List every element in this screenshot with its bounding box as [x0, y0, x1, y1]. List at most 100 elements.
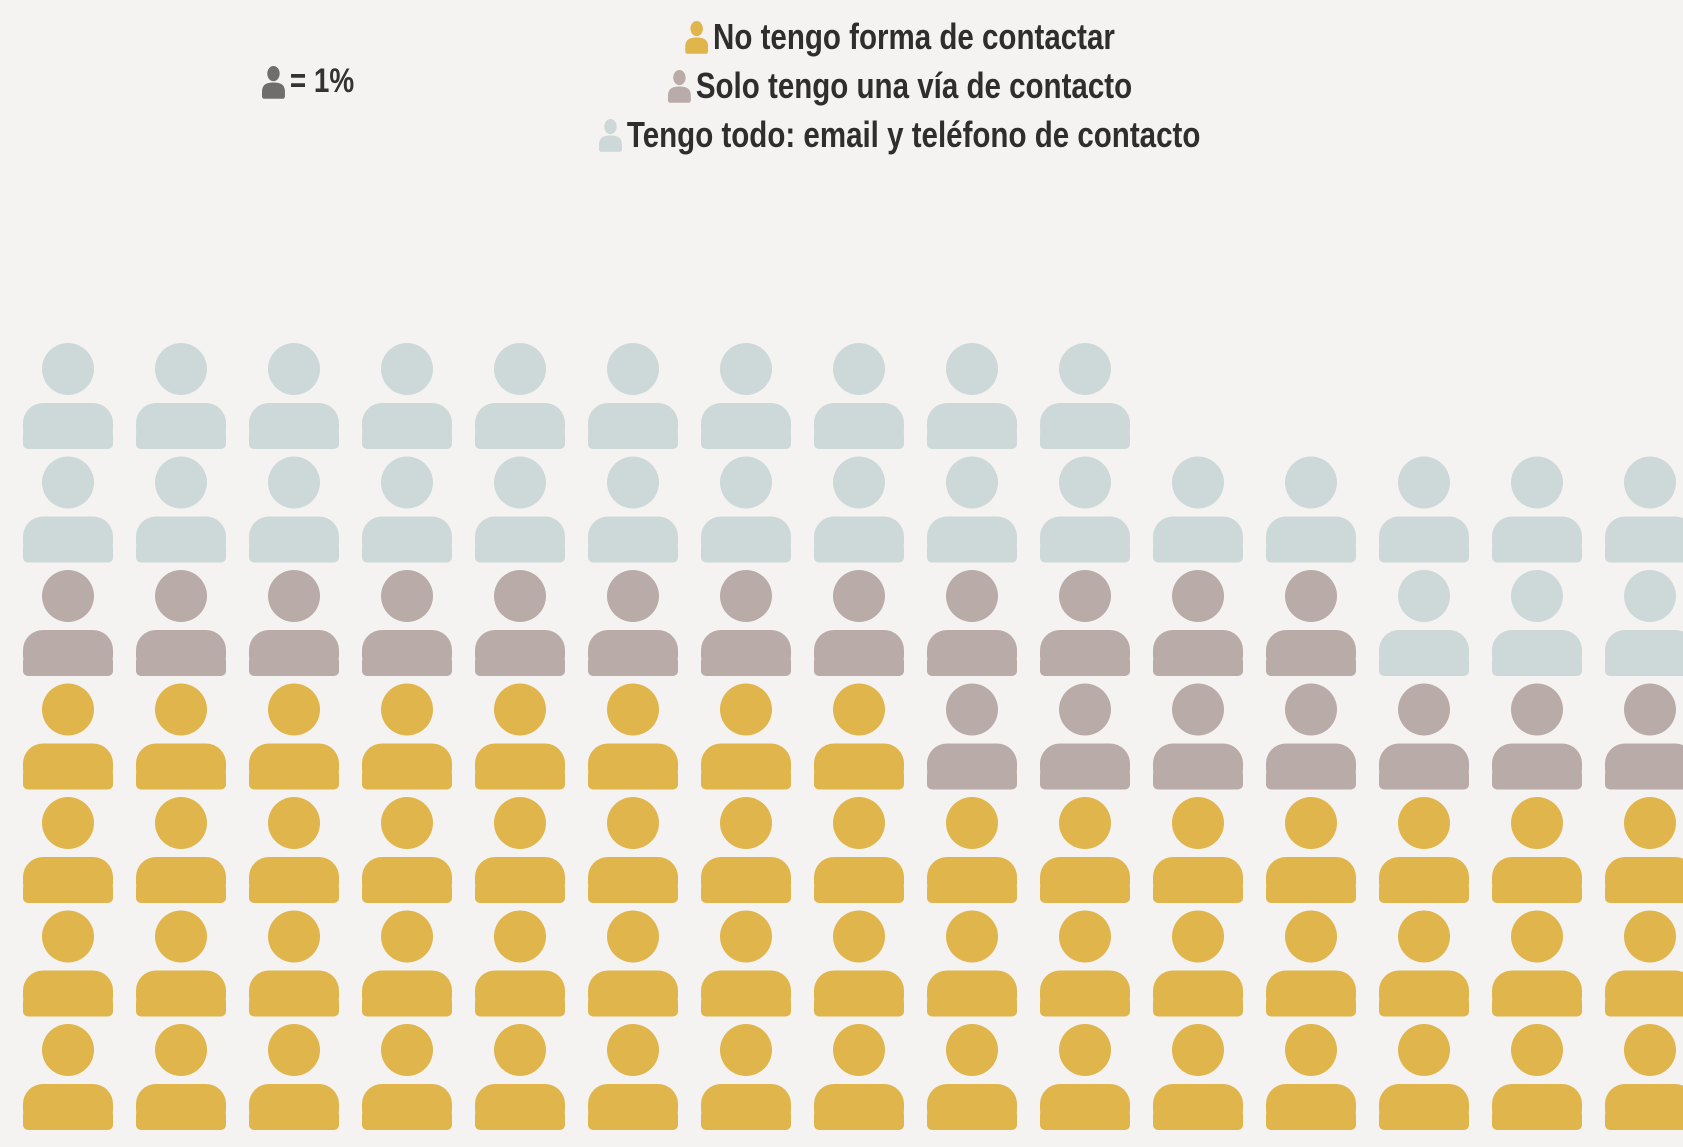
waffle-person-all-channels	[588, 343, 678, 449]
waffle-person-no-contact	[1605, 1024, 1683, 1130]
waffle-person-no-contact	[814, 797, 904, 903]
waffle-person-no-contact	[1605, 797, 1683, 903]
waffle-person-no-contact	[23, 797, 113, 903]
waffle-person-one-channel	[1153, 683, 1243, 790]
waffle-person-no-contact	[249, 910, 339, 1017]
waffle-person-no-contact	[588, 683, 678, 790]
waffle-person-no-contact	[362, 797, 452, 903]
waffle-person-no-contact	[701, 797, 791, 903]
person-icon	[599, 118, 623, 152]
waffle-person-no-contact	[249, 797, 339, 903]
waffle-person-all-channels	[23, 456, 113, 563]
waffle-person-all-channels	[362, 456, 452, 563]
legend-item-no-contact: No tengo forma de contactar	[685, 12, 1115, 61]
legend-label: No tengo forma de contactar	[713, 15, 1115, 57]
waffle-person-all-channels	[475, 456, 565, 563]
waffle-person-all-channels	[588, 456, 678, 563]
person-icon	[262, 65, 285, 99]
waffle-person-one-channel	[1379, 683, 1469, 790]
person-icon	[685, 20, 709, 54]
waffle-person-no-contact	[362, 683, 452, 790]
waffle-person-one-channel	[814, 570, 904, 676]
waffle-person-no-contact	[701, 1024, 791, 1130]
waffle-person-no-contact	[249, 1024, 339, 1130]
waffle-person-all-channels	[1492, 456, 1582, 563]
waffle-person-all-channels	[23, 343, 113, 449]
waffle-person-all-channels	[136, 456, 226, 563]
legend-label: Solo tengo una vía de contacto	[695, 64, 1133, 106]
waffle-person-all-channels	[701, 456, 791, 563]
waffle-person-no-contact	[475, 1024, 565, 1130]
waffle-person-no-contact	[927, 797, 1017, 903]
waffle-person-all-channels	[1379, 570, 1469, 676]
waffle-person-one-channel	[1266, 570, 1356, 676]
waffle-person-no-contact	[927, 910, 1017, 1017]
waffle-person-all-channels	[249, 456, 339, 563]
waffle-person-all-channels	[1266, 456, 1356, 563]
waffle-person-no-contact	[1266, 1024, 1356, 1130]
waffle-person-all-channels	[136, 343, 226, 449]
waffle-person-one-channel	[1040, 570, 1130, 676]
waffle-person-all-channels	[362, 343, 452, 449]
waffle-person-one-channel	[1040, 683, 1130, 790]
person-icon	[667, 69, 691, 103]
waffle-person-no-contact	[701, 910, 791, 1017]
waffle-person-one-channel	[23, 570, 113, 676]
waffle-person-no-contact	[1153, 910, 1243, 1017]
waffle-person-no-contact	[1379, 1024, 1469, 1130]
waffle-person-one-channel	[249, 570, 339, 676]
waffle-person-no-contact	[475, 797, 565, 903]
waffle-person-one-channel	[927, 683, 1017, 790]
waffle-person-one-channel	[927, 570, 1017, 676]
waffle-person-all-channels	[814, 456, 904, 563]
waffle-person-no-contact	[475, 910, 565, 1017]
waffle-person-no-contact	[588, 797, 678, 903]
waffle-person-one-channel	[362, 570, 452, 676]
waffle-person-one-channel	[701, 570, 791, 676]
waffle-person-no-contact	[1153, 1024, 1243, 1130]
waffle-person-no-contact	[249, 683, 339, 790]
waffle-person-no-contact	[23, 683, 113, 790]
waffle-person-no-contact	[1266, 910, 1356, 1017]
waffle-person-all-channels	[1492, 570, 1582, 676]
waffle-person-one-channel	[588, 570, 678, 676]
waffle-person-no-contact	[23, 1024, 113, 1130]
waffle-person-no-contact	[814, 683, 904, 790]
waffle-person-one-channel	[475, 570, 565, 676]
waffle-person-no-contact	[588, 910, 678, 1017]
waffle-person-all-channels	[1040, 343, 1130, 449]
waffle-person-all-channels	[475, 343, 565, 449]
waffle-person-one-channel	[1266, 683, 1356, 790]
waffle-person-no-contact	[1040, 797, 1130, 903]
waffle-person-one-channel	[1605, 683, 1683, 790]
waffle-person-no-contact	[23, 910, 113, 1017]
waffle-person-all-channels	[814, 343, 904, 449]
waffle-person-one-channel	[1153, 570, 1243, 676]
waffle-person-no-contact	[1153, 797, 1243, 903]
waffle-person-no-contact	[814, 1024, 904, 1130]
waffle-person-no-contact	[1040, 910, 1130, 1017]
scale-key: = 1%	[262, 62, 354, 101]
waffle-person-one-channel	[136, 570, 226, 676]
waffle-person-all-channels	[1605, 456, 1683, 563]
waffle-person-no-contact	[814, 910, 904, 1017]
waffle-person-no-contact	[362, 1024, 452, 1130]
waffle-person-no-contact	[927, 1024, 1017, 1130]
waffle-person-no-contact	[1040, 1024, 1130, 1130]
waffle-person-no-contact	[136, 910, 226, 1017]
legend-label: Tengo todo: email y teléfono de contacto	[627, 113, 1201, 155]
waffle-person-all-channels	[1153, 456, 1243, 563]
scale-key-label: = 1%	[289, 62, 355, 100]
waffle-person-all-channels	[1379, 456, 1469, 563]
waffle-person-no-contact	[1266, 797, 1356, 903]
legend-item-all-channels: Tengo todo: email y teléfono de contacto	[599, 110, 1201, 159]
waffle-person-no-contact	[1379, 910, 1469, 1017]
waffle-person-no-contact	[362, 910, 452, 1017]
waffle-person-no-contact	[136, 1024, 226, 1130]
waffle-person-all-channels	[701, 343, 791, 449]
waffle-person-no-contact	[475, 683, 565, 790]
waffle-person-all-channels	[249, 343, 339, 449]
legend-item-one-channel: Solo tengo una vía de contacto	[667, 61, 1133, 110]
waffle-person-one-channel	[1492, 683, 1582, 790]
